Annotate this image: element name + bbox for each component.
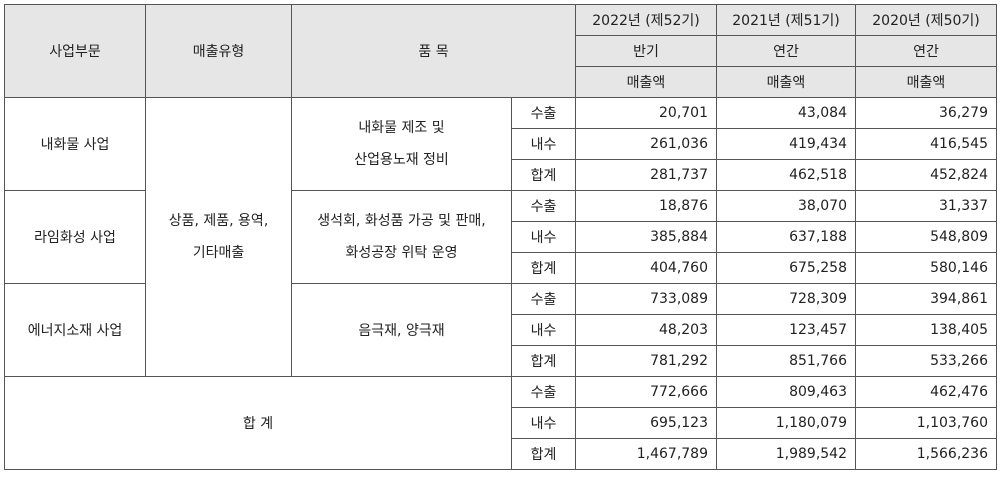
value-cell: 416,545 xyxy=(855,128,997,160)
table-row: 합계 404,760 675,258 580,146 xyxy=(5,252,997,284)
value-cell: 138,405 xyxy=(855,314,997,346)
value-cell: 851,766 xyxy=(716,345,856,377)
value-cell: 462,518 xyxy=(716,159,856,191)
row-kind: 합계 xyxy=(511,438,576,470)
value-cell: 261,036 xyxy=(575,128,717,160)
header-item: 품 목 xyxy=(291,4,576,98)
item-line: 음극재, 양극재 xyxy=(358,323,445,339)
sales-type-line: 상품, 제품, 용역, xyxy=(168,213,269,229)
row-kind: 합계 xyxy=(511,252,576,284)
segment-name: 라임화성 사업 xyxy=(4,190,146,284)
item-line: 내화물 제조 및 xyxy=(358,120,445,136)
value-cell: 452,824 xyxy=(855,159,997,191)
item-line: 산업용노재 정비 xyxy=(354,152,449,168)
value-cell: 580,146 xyxy=(855,252,997,284)
row-kind: 내수 xyxy=(511,221,576,253)
value-cell: 43,084 xyxy=(716,97,856,129)
item-line: 생석회, 화성품 가공 및 판매, xyxy=(317,213,486,229)
table-row: 에너지소재 사업 음극재, 양극재 수출 733,089 728,309 394… xyxy=(4,283,997,377)
sales-table: 사업부문 매출유형 품 목 2022년 (제52기) 2021년 (제51기) … xyxy=(4,4,997,470)
header-period: 연간 xyxy=(716,35,856,67)
header-metric: 매출액 xyxy=(575,66,717,98)
value-cell: 48,203 xyxy=(575,314,717,346)
header-sales-type: 매출유형 xyxy=(145,4,292,98)
row-kind: 내수 xyxy=(511,314,576,346)
value-cell: 404,760 xyxy=(575,252,717,284)
value-cell: 123,457 xyxy=(716,314,856,346)
header-period: 연간 xyxy=(855,35,997,67)
value-cell: 1,103,760 xyxy=(855,407,997,439)
value-cell: 394,861 xyxy=(855,283,997,315)
value-cell: 733,089 xyxy=(575,283,717,315)
table-row: 합계 281,737 462,518 452,824 xyxy=(5,159,997,191)
value-cell: 533,266 xyxy=(855,345,997,377)
value-cell: 695,123 xyxy=(575,407,717,439)
segment-name: 에너지소재 사업 xyxy=(4,283,146,377)
row-kind: 내수 xyxy=(511,407,576,439)
row-kind: 수출 xyxy=(511,97,576,129)
segment-item: 음극재, 양극재 xyxy=(291,283,512,377)
value-cell: 1,467,789 xyxy=(575,438,717,470)
table-row: 합 계 수출 772,666 809,463 462,476 xyxy=(4,376,997,470)
value-cell: 548,809 xyxy=(855,221,997,253)
segment-name: 내화물 사업 xyxy=(4,97,146,191)
table-row: 합계 781,292 851,766 533,266 xyxy=(5,345,997,377)
table-row: 합계 1,467,789 1,989,542 1,566,236 xyxy=(5,438,997,470)
value-cell: 781,292 xyxy=(575,345,717,377)
value-cell: 20,701 xyxy=(575,97,717,129)
table-row: 내수 261,036 419,434 416,545 xyxy=(5,128,997,160)
header-period: 반기 xyxy=(575,35,717,67)
header-metric: 매출액 xyxy=(716,66,856,98)
value-cell: 281,737 xyxy=(575,159,717,191)
sales-type-line: 기타매출 xyxy=(192,245,245,261)
row-kind: 수출 xyxy=(511,190,576,222)
row-kind: 수출 xyxy=(511,283,576,315)
value-cell: 36,279 xyxy=(855,97,997,129)
value-cell: 728,309 xyxy=(716,283,856,315)
value-cell: 675,258 xyxy=(716,252,856,284)
row-kind: 합계 xyxy=(511,159,576,191)
table-row: 내수 385,884 637,188 548,809 xyxy=(5,221,997,253)
value-cell: 462,476 xyxy=(855,376,997,408)
value-cell: 637,188 xyxy=(716,221,856,253)
header-metric: 매출액 xyxy=(855,66,997,98)
value-cell: 31,337 xyxy=(855,190,997,222)
segment-item: 생석회, 화성품 가공 및 판매, 화성공장 위탁 운영 xyxy=(291,190,512,284)
row-kind: 수출 xyxy=(511,376,576,408)
value-cell: 1,989,542 xyxy=(716,438,856,470)
header-year: 2020년 (제50기) xyxy=(855,4,997,36)
value-cell: 385,884 xyxy=(575,221,717,253)
header-year: 2021년 (제51기) xyxy=(716,4,856,36)
item-line: 화성공장 위탁 운영 xyxy=(345,245,458,261)
header-division: 사업부문 xyxy=(4,4,146,98)
table-row: 내화물 사업 상품, 제품, 용역, 기타매출 내화물 제조 및 산업용노재 정비 … xyxy=(4,97,997,377)
value-cell: 772,666 xyxy=(575,376,717,408)
header-year: 2022년 (제52기) xyxy=(575,4,717,36)
value-cell: 809,463 xyxy=(716,376,856,408)
value-cell: 18,876 xyxy=(575,190,717,222)
row-kind: 내수 xyxy=(511,128,576,160)
value-cell: 419,434 xyxy=(716,128,856,160)
total-label: 합 계 xyxy=(4,376,512,470)
value-cell: 1,566,236 xyxy=(855,438,997,470)
sales-type-cell: 상품, 제품, 용역, 기타매출 xyxy=(145,97,292,377)
value-cell: 38,070 xyxy=(716,190,856,222)
row-kind: 합계 xyxy=(511,345,576,377)
table-row: 내수 48,203 123,457 138,405 xyxy=(5,314,997,346)
value-cell: 1,180,079 xyxy=(716,407,856,439)
